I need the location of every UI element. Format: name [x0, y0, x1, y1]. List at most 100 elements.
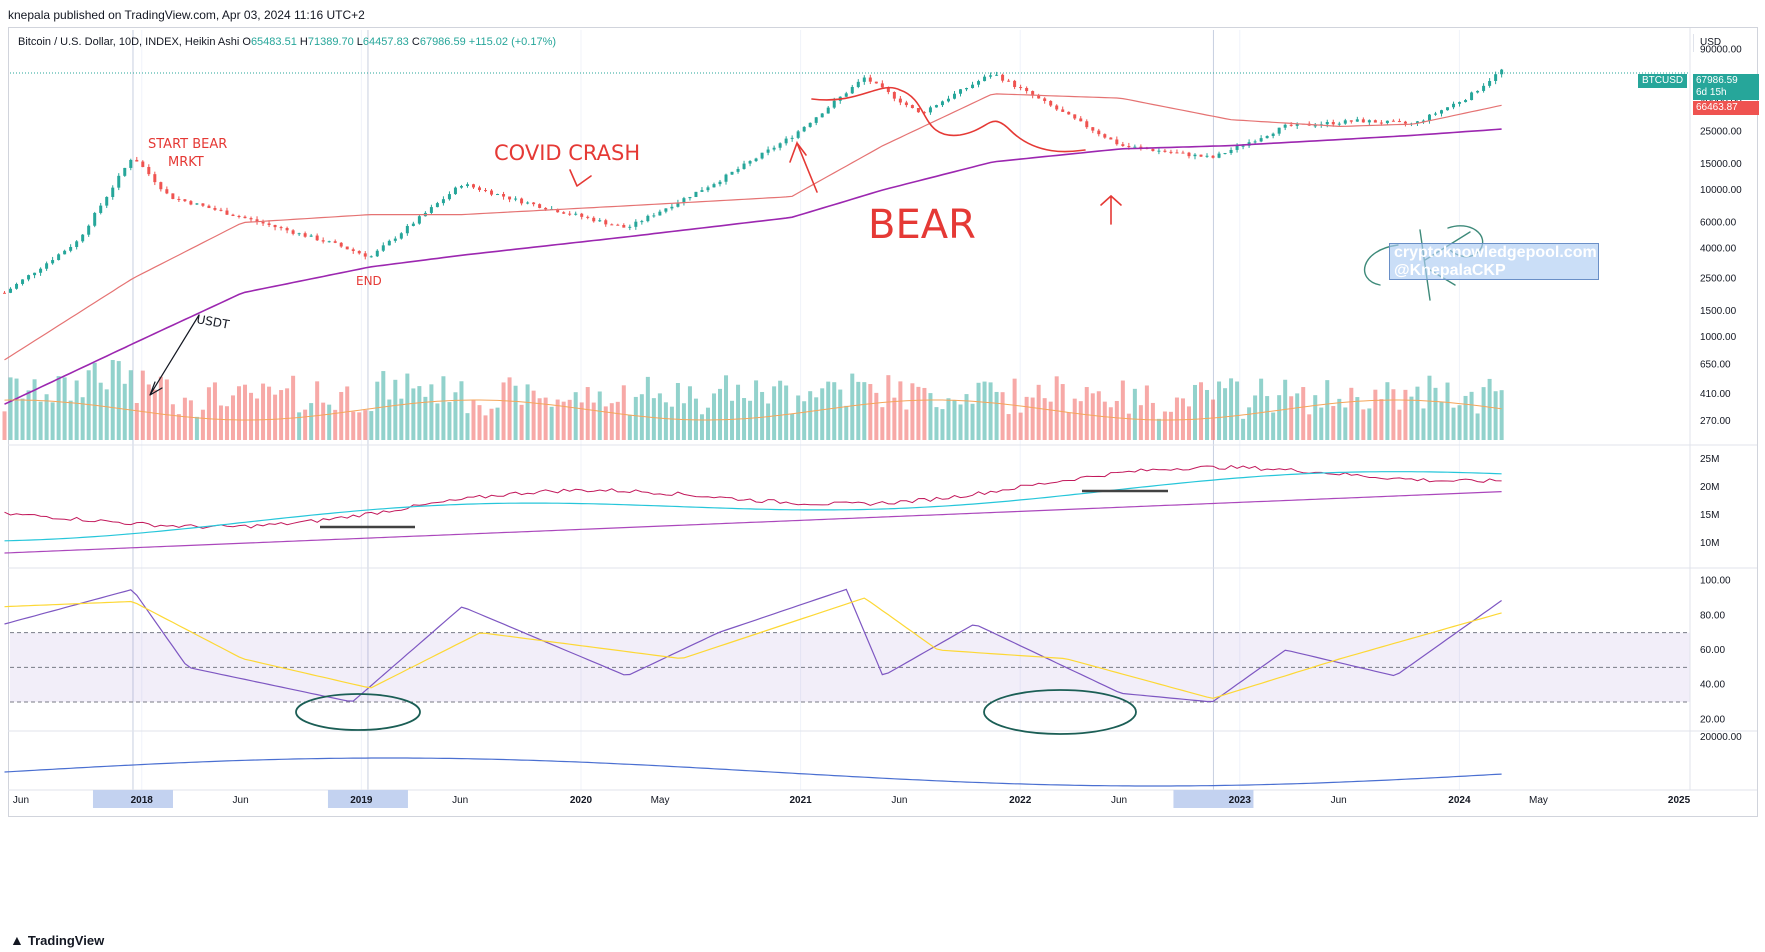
- candle-body: [1355, 119, 1359, 122]
- candle-body: [694, 191, 698, 197]
- candle-body: [1446, 107, 1450, 111]
- candle-body: [922, 112, 926, 114]
- volume-bar: [549, 406, 554, 440]
- candle-body: [562, 212, 566, 214]
- candle-body: [1325, 122, 1329, 125]
- volume-bar: [393, 379, 398, 440]
- candle-body: [9, 288, 13, 293]
- candle-body: [243, 216, 247, 219]
- volume-bar: [748, 400, 753, 440]
- candle-body: [1373, 120, 1377, 123]
- volume-bar: [1078, 401, 1083, 440]
- volume-bar: [345, 386, 350, 440]
- volume-bar: [525, 384, 530, 440]
- volume-bar: [802, 401, 807, 440]
- volume-bar: [904, 409, 909, 440]
- candle-body: [69, 246, 73, 251]
- time-tick-label: 2019: [350, 795, 373, 806]
- candle-body: [105, 196, 109, 206]
- date-highlight: [1173, 790, 1254, 808]
- watermark-box: cryptoknowledgepool.com @KnepalaCKP: [1389, 243, 1599, 280]
- candle-body: [1151, 149, 1155, 151]
- candle-body: [1097, 130, 1101, 135]
- candle-body: [916, 108, 920, 113]
- candle-body: [63, 250, 67, 255]
- candle-body: [484, 190, 488, 192]
- volume-bar: [279, 390, 284, 440]
- volume-bar: [188, 400, 193, 440]
- candle-body: [977, 81, 981, 85]
- obv-line: [4, 465, 1502, 529]
- volume-bar: [1433, 387, 1438, 440]
- candle-body: [730, 171, 734, 175]
- volume-bar: [886, 375, 891, 440]
- candle-body: [1440, 110, 1444, 114]
- price-tick-label: 650.00: [1700, 360, 1731, 371]
- candle-body: [1193, 154, 1197, 157]
- volume-bar: [1259, 378, 1264, 440]
- volume-bar: [766, 403, 771, 440]
- price-tick-label: 90000.00: [1700, 44, 1742, 55]
- arrow-covid: [569, 169, 592, 187]
- candle-body: [135, 159, 139, 162]
- footer-brand-label: TradingView: [27, 932, 105, 948]
- candle-body: [411, 223, 415, 226]
- volume-bar: [519, 404, 524, 440]
- candle-body: [1109, 137, 1113, 140]
- volume-bar: [417, 386, 422, 440]
- candle-body: [1343, 120, 1347, 124]
- candle-body: [1115, 139, 1119, 145]
- rsi-tick-label: 80.00: [1700, 610, 1725, 621]
- candle-body: [1019, 87, 1023, 89]
- volume-bar: [387, 399, 392, 440]
- candle-body: [832, 100, 836, 108]
- candle-body: [826, 107, 830, 114]
- volume-bar: [1241, 418, 1246, 440]
- volume-bar: [585, 387, 590, 440]
- price-tick-label: 1500.00: [1700, 306, 1737, 317]
- volume-bar: [224, 406, 229, 440]
- volume-bar: [1409, 396, 1414, 440]
- annotation-covid-crash: COVID CRASH: [494, 141, 640, 165]
- volume-bar: [1445, 382, 1450, 440]
- candle-body: [1025, 87, 1029, 92]
- volume-bar: [399, 398, 404, 440]
- volume-bar: [760, 391, 765, 440]
- annotation-end: END: [356, 274, 382, 288]
- volume-bar: [152, 389, 157, 440]
- candle-body: [201, 203, 205, 206]
- candle-body: [592, 217, 596, 222]
- volume-bar: [1072, 398, 1077, 440]
- volume-bar: [116, 361, 121, 440]
- candle-body: [1001, 74, 1005, 81]
- candle-body: [297, 233, 301, 235]
- candle-body: [724, 174, 728, 182]
- legend-high: 71389.70: [307, 36, 354, 48]
- volume-bar: [675, 383, 680, 440]
- chart-frame[interactable]: [8, 27, 1758, 817]
- candle-body: [1061, 109, 1065, 112]
- candle-body: [315, 235, 319, 241]
- volume-bar: [874, 392, 879, 440]
- footer-brand[interactable]: ▲ TradingView: [10, 932, 104, 948]
- volume-bar: [1253, 395, 1258, 440]
- candle-body: [874, 81, 878, 84]
- volume-bar: [495, 407, 500, 440]
- candle-body: [1331, 122, 1335, 125]
- volume-bar: [940, 409, 945, 440]
- candle-body: [886, 87, 890, 93]
- candle-body: [309, 235, 313, 237]
- time-tick-label: Jun: [891, 795, 907, 806]
- volume-bar: [339, 391, 344, 440]
- volume-bar: [38, 401, 43, 440]
- volume-bar: [1018, 412, 1023, 440]
- volume-bar: [790, 413, 795, 440]
- candle-body: [405, 225, 409, 234]
- volume-bar: [1301, 387, 1306, 440]
- candle-body: [1277, 127, 1281, 134]
- rsi-ma-line: [4, 597, 1502, 699]
- currency-button[interactable]: USD: [1693, 34, 1750, 52]
- candle-body: [959, 89, 963, 94]
- volume-bar: [850, 373, 855, 440]
